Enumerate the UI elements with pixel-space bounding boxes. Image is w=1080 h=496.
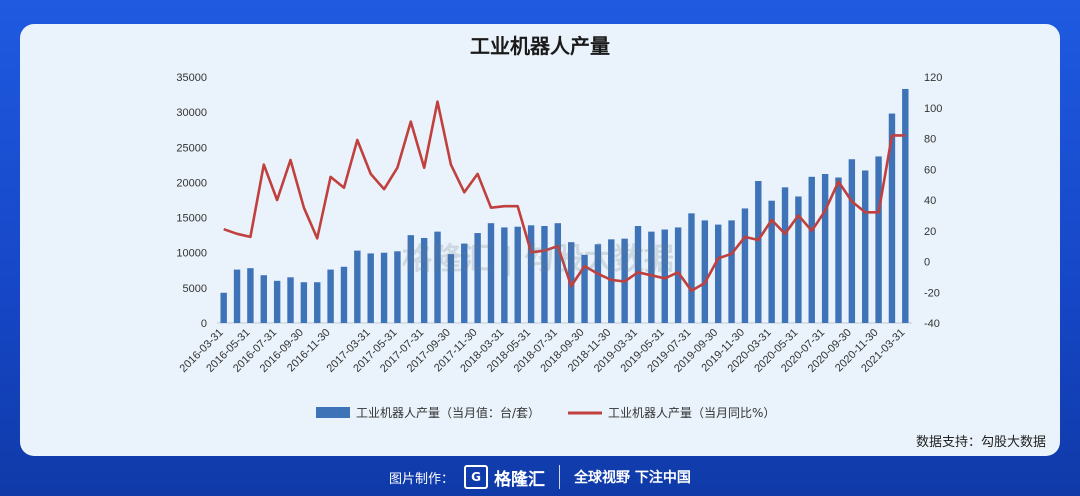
bar [501, 227, 508, 323]
bar [821, 173, 829, 323]
bar [514, 226, 521, 323]
bar [260, 275, 267, 323]
bar [688, 213, 695, 323]
legend-bar-label: 工业机器人产量（当月值：台/套） [356, 405, 540, 420]
bar [474, 233, 481, 323]
y-right-tick-label: -40 [924, 318, 940, 330]
bar [380, 252, 388, 323]
bar [434, 231, 441, 323]
bar [728, 220, 735, 323]
bar [487, 223, 495, 323]
bar [835, 177, 842, 323]
brand-logo-text: 格隆汇 [494, 469, 546, 490]
y-right-tick-label: 20 [924, 226, 936, 238]
bar [420, 237, 428, 323]
bar [674, 227, 682, 323]
y-right-tick-label: 0 [924, 257, 930, 269]
legend-line-label: 工业机器人产量（当月同比%） [608, 406, 775, 420]
bar [808, 176, 815, 323]
chart-card: 工业机器人产量 0 5000 10000 15000 20000 25000 30000 35… [20, 24, 1060, 456]
bar [447, 254, 455, 323]
bar [701, 220, 709, 323]
bar [314, 282, 321, 323]
y-left-tick-label: 0 [201, 318, 207, 330]
footer-made-by: 图片制作： [389, 471, 455, 487]
bar [902, 88, 909, 323]
bar [795, 196, 802, 323]
bar [714, 224, 722, 323]
y-left-tick-label: 35000 [176, 72, 207, 84]
bar [394, 251, 401, 323]
bar [461, 243, 468, 323]
bar [407, 235, 415, 323]
chart-title: 工业机器人产量 [470, 34, 610, 58]
bar [220, 292, 227, 323]
y-right-tick-label: -20 [924, 287, 940, 299]
bar [300, 282, 308, 323]
bar [648, 231, 655, 323]
bar [541, 226, 548, 323]
y-right-tick-label: 120 [924, 72, 942, 84]
y-right-tick-label: 60 [924, 164, 936, 176]
bar [875, 156, 882, 323]
bar [888, 113, 896, 323]
bar [367, 253, 374, 323]
bar [581, 254, 588, 323]
bar [755, 181, 762, 323]
y-right-tick-label: 80 [924, 134, 936, 146]
line-series [223, 100, 906, 293]
y-left-tick-label: 20000 [176, 177, 207, 189]
footer-divider [559, 465, 561, 489]
bar [634, 226, 642, 323]
brand-logo: G 格隆汇 [464, 465, 545, 490]
y-left-tick-label: 30000 [176, 107, 207, 119]
bar [661, 229, 668, 323]
y-right-tick-label: 100 [924, 103, 942, 115]
bar [741, 208, 749, 323]
y-left-tick-label: 10000 [176, 248, 207, 260]
legend-bar-swatch [316, 407, 350, 418]
chart-svg: 0 5000 10000 15000 20000 25000 30000 35000 -40 -2… [176, 72, 942, 420]
y-left-tick-label: 15000 [176, 213, 207, 225]
bar [554, 223, 562, 323]
bar [862, 170, 869, 323]
bar [273, 280, 281, 323]
bar [327, 269, 334, 323]
footer-slogan: 全球视野 下注中国 [574, 470, 691, 486]
bar [848, 159, 856, 323]
bar [287, 277, 294, 323]
y-right-tick-label: 40 [924, 195, 936, 207]
bar [354, 250, 361, 323]
bar [594, 244, 602, 323]
bar [781, 187, 789, 323]
bar [233, 269, 241, 323]
data-source: 数据支持：勾股大数据 [915, 435, 1046, 450]
footer: 图片制作： G 格隆汇 全球视野 下注中国 [0, 458, 1080, 496]
y-left-tick-label: 25000 [176, 142, 207, 154]
bar [527, 225, 535, 323]
bar [340, 266, 348, 323]
bar [247, 268, 254, 323]
bar [768, 200, 775, 323]
y-left-tick-label: 5000 [183, 283, 207, 295]
brand-logo-icon: G [464, 465, 489, 489]
